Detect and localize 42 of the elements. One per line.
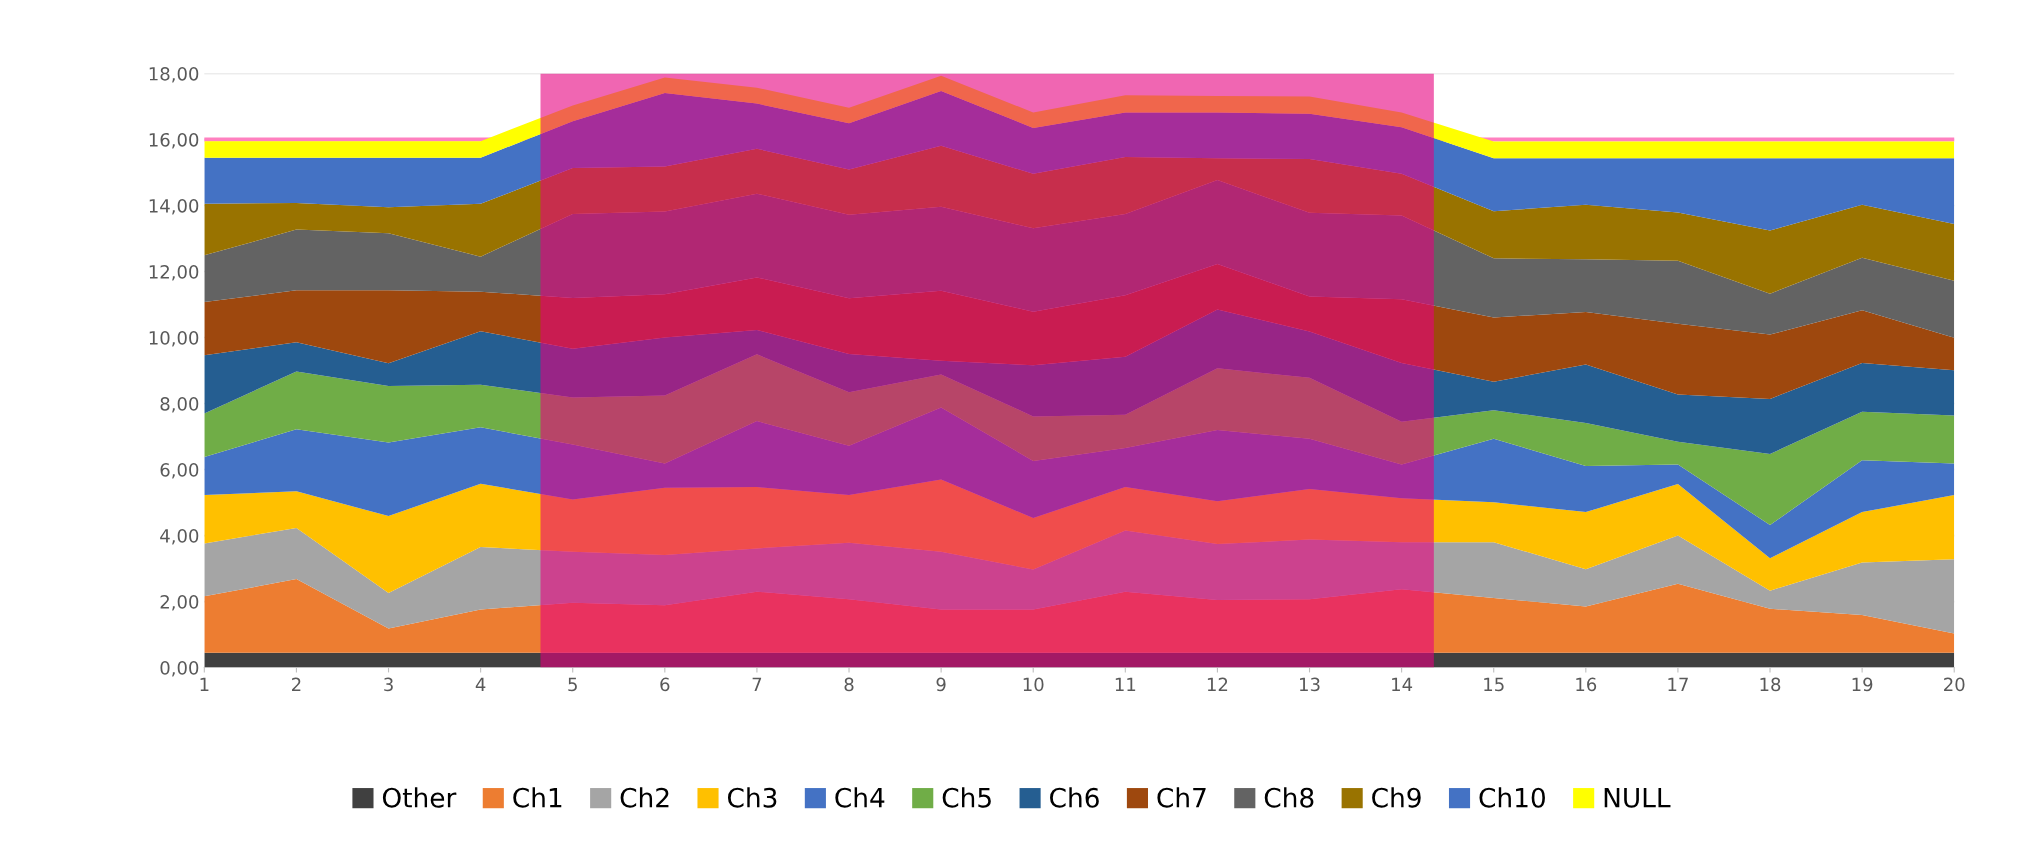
legend-label: Ch3 [727,787,777,808]
x-tick-label: 20 [1944,677,1965,692]
x-tick-label: 12 [1207,677,1228,691]
y-tick-label: 12,00 [149,264,199,281]
x-tick-label: 13 [1300,677,1320,692]
x-tick-label: 14 [1392,677,1413,691]
y-tick-label: 8,00 [160,396,199,413]
x-tick-label: 3 [384,677,393,692]
x-tick-label: 4 [475,677,486,691]
x-tick-label: 2 [292,677,301,691]
x-tick-label: 10 [1023,677,1044,692]
y-tick-label: 14,00 [149,198,199,215]
legend-label: Ch9 [1372,787,1421,808]
x-tick-label: 5 [568,677,577,692]
x-tick-label: 16 [1576,677,1597,692]
legend-label: Ch6 [1050,787,1099,808]
x-tick-label: 11 [1115,677,1136,691]
x-tick-label: 15 [1484,677,1504,692]
x-tick-label: 9 [936,677,946,692]
x-tick-label: 17 [1668,677,1688,691]
y-tick-label: 16,00 [149,132,199,149]
legend-label: Ch5 [942,787,991,808]
y-tick-label: 4,00 [160,529,199,545]
legend-label: Ch1 [513,787,562,808]
legend-label: NULL [1604,788,1671,808]
legend-label: Ch10 [1479,787,1545,808]
x-tick-label: 6 [660,677,670,692]
legend-label: Ch4 [835,787,885,808]
legend-label: Other [382,787,457,808]
x-tick-label: 8 [844,677,854,692]
x-tick-label: 18 [1760,677,1781,692]
y-tick-label: 18,00 [149,66,199,83]
y-tick-label: 6,00 [160,463,199,479]
legend-label: Ch7 [1157,787,1206,808]
x-tick-label: 1 [200,677,209,691]
x-tick-label: 19 [1852,677,1873,692]
x-tick-label: 7 [752,677,762,691]
legend-label: Ch2 [620,787,669,808]
y-tick-label: 2,00 [160,595,199,611]
y-tick-label: 0,00 [160,661,199,677]
y-tick-label: 10,00 [149,330,199,347]
legend-label: Ch8 [1264,787,1314,808]
